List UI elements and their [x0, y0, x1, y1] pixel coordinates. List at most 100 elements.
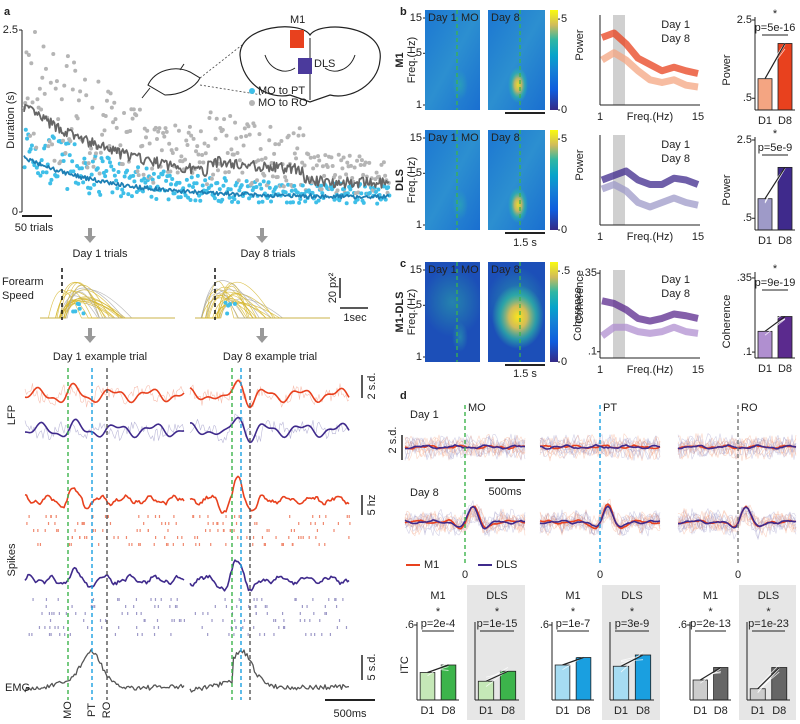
trace	[677, 504, 797, 538]
trial-dot	[228, 187, 233, 192]
trial-dot	[211, 172, 216, 177]
trial-dot	[28, 147, 33, 152]
trial-dot	[136, 173, 141, 178]
spike	[121, 612, 123, 615]
spike	[50, 515, 52, 518]
spike	[261, 536, 264, 539]
arrow	[256, 228, 268, 243]
spike	[229, 529, 231, 532]
trial-dot	[316, 154, 321, 159]
trial-dot	[198, 198, 203, 203]
spike	[252, 536, 255, 539]
spike	[53, 612, 55, 615]
spike	[273, 633, 275, 636]
trial-dot	[225, 150, 230, 155]
trace	[189, 413, 350, 444]
p-value: p=9e-19	[755, 277, 796, 289]
trial-dot	[134, 113, 139, 118]
y-tick-label: .5	[743, 212, 752, 224]
row-label: LFP	[6, 405, 18, 425]
x-tick-label: 0	[735, 569, 741, 581]
spike	[255, 612, 257, 615]
trial-dot	[150, 177, 155, 182]
trial-dot	[320, 191, 325, 196]
trial-dot	[70, 87, 75, 92]
trial-dot	[222, 117, 227, 122]
axis-title: Freq.(Hz)	[406, 157, 418, 203]
spike	[117, 536, 119, 539]
spike	[98, 543, 100, 546]
spike	[216, 522, 218, 525]
colorbar-title: Power	[574, 29, 586, 61]
spike	[56, 529, 58, 532]
spike	[173, 619, 175, 622]
trial-dot	[263, 156, 268, 161]
spike	[324, 612, 326, 615]
trial-dot	[149, 194, 154, 199]
spike	[201, 626, 203, 629]
spike	[321, 633, 323, 636]
spike	[38, 626, 41, 629]
trace	[404, 508, 526, 535]
trial-dot	[322, 173, 327, 178]
spike	[325, 515, 327, 518]
spike	[342, 598, 344, 601]
subtitle: Day 1 trials	[72, 248, 128, 260]
spike	[153, 626, 155, 629]
spike	[157, 605, 159, 608]
trial-dot	[136, 165, 141, 170]
trial-dot	[337, 198, 342, 203]
y-tick-label: .5	[743, 92, 752, 104]
electrode-dls	[298, 58, 312, 74]
trial-dot	[227, 195, 232, 200]
trial-dot	[244, 134, 249, 139]
heatmap-label: Day 8	[491, 12, 520, 24]
trial-dot	[220, 127, 225, 132]
spike	[161, 522, 163, 525]
trial-dot	[374, 170, 379, 175]
pt-dot	[223, 300, 228, 305]
spike	[310, 522, 312, 525]
spectrum-band	[600, 29, 699, 77]
x-tick-label: D1	[693, 705, 707, 717]
spike	[310, 633, 312, 636]
legend-label: Day 1	[661, 19, 690, 31]
trace	[24, 383, 185, 408]
trial-dot	[23, 127, 28, 132]
spike	[268, 529, 270, 532]
trial-dot	[297, 200, 302, 205]
paired-line	[764, 167, 786, 200]
spike	[49, 619, 52, 622]
spike	[210, 543, 212, 546]
spike	[242, 626, 244, 629]
x-tick-label: 1	[597, 231, 603, 243]
x-tick-label: D8	[778, 235, 792, 247]
significance: *	[495, 606, 500, 618]
y-tick-label: .6	[540, 619, 549, 631]
legend-label: Day 8	[661, 33, 690, 45]
paired-line	[620, 651, 644, 673]
trial-dot	[141, 172, 146, 177]
arrow	[256, 328, 268, 343]
trace	[189, 475, 350, 514]
speed-trace	[195, 294, 330, 319]
speed-trace	[195, 298, 330, 319]
spike	[81, 522, 83, 525]
spike	[48, 633, 51, 636]
spike	[170, 633, 172, 636]
speed-trace	[195, 285, 330, 319]
trial-dot	[361, 172, 366, 177]
spike	[49, 626, 51, 629]
trial-dot	[336, 152, 341, 157]
trial-dot	[311, 166, 316, 171]
spike	[290, 529, 293, 532]
trial-dot	[118, 194, 123, 199]
group-title: DLS	[621, 590, 642, 602]
trial-dot	[144, 166, 149, 171]
trial-dot	[367, 191, 372, 196]
speed-trace	[195, 289, 330, 319]
heatmap-blob	[492, 285, 544, 349]
trial-dot	[61, 138, 66, 143]
spike	[263, 633, 266, 636]
y-tick-label: .6	[405, 619, 414, 631]
